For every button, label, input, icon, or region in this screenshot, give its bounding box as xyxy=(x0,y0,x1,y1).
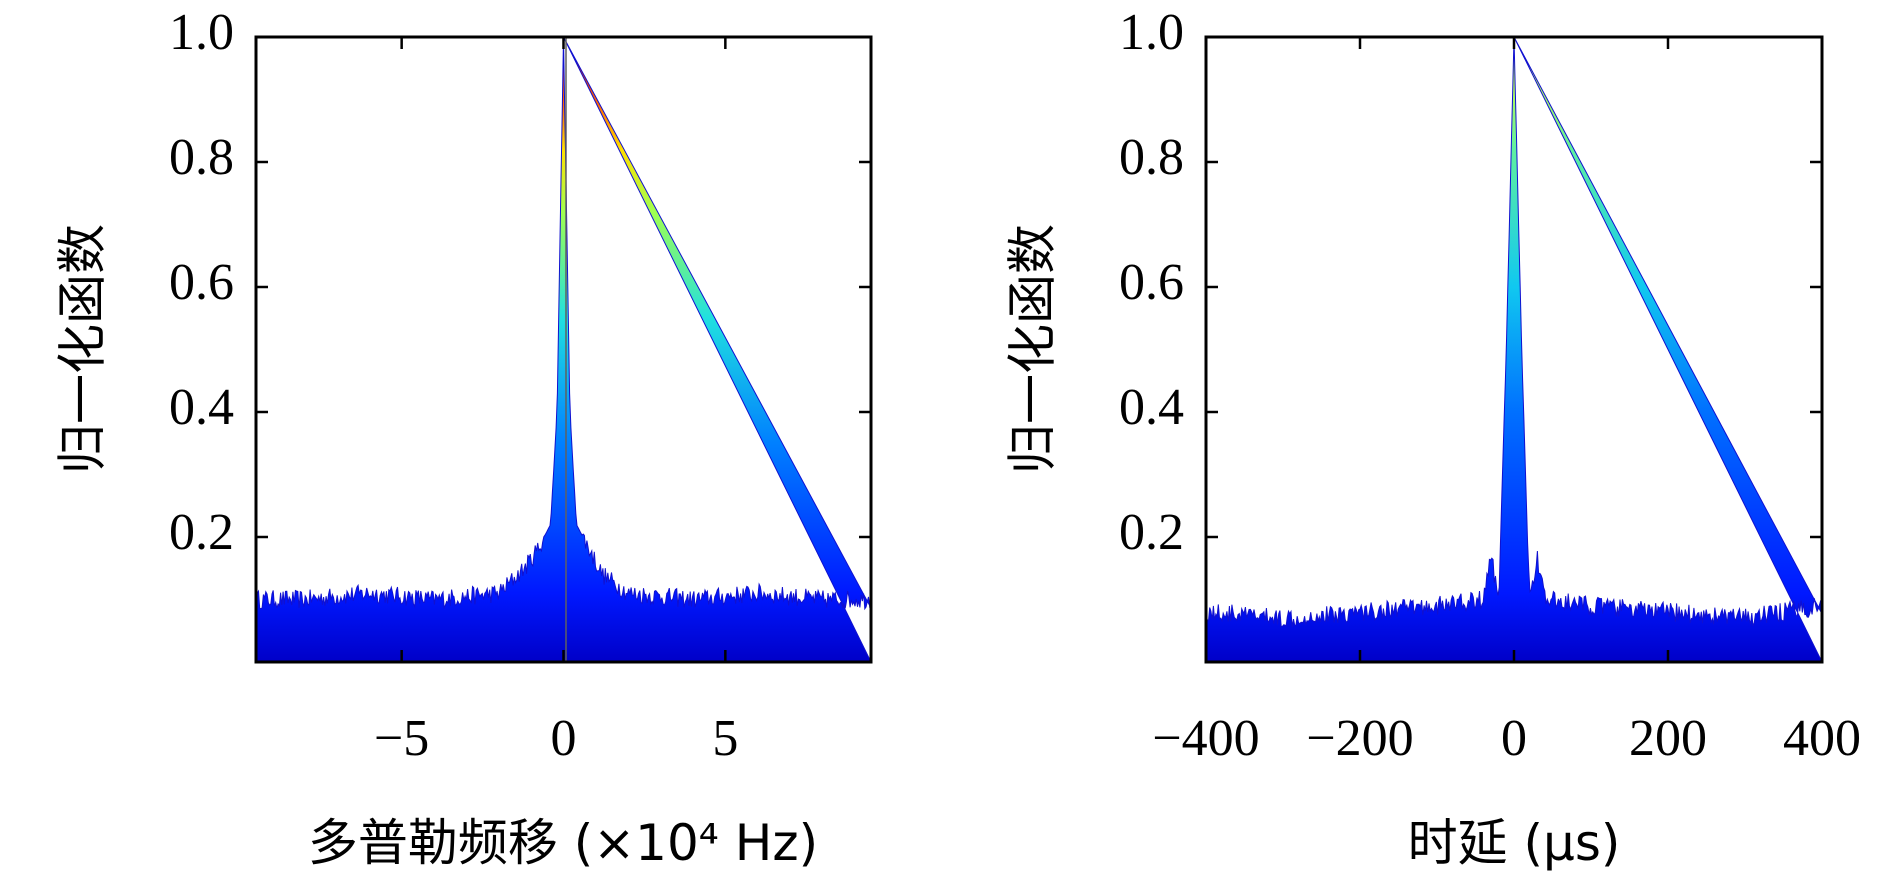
doppler-x-tick-label: 5 xyxy=(712,710,738,767)
panel-doppler: 0.2 0.4 0.6 0.8 1.0 −5 0 5 归一化函数 多普勒频移 (×10⁴ H… xyxy=(54,4,873,872)
delay-y-axis-label: 归一化函数 xyxy=(1004,224,1062,474)
delay-y-ticks: 0.2 0.4 0.6 0.8 1.0 xyxy=(1119,4,1822,561)
doppler-y-tick-label: 1.0 xyxy=(169,4,234,61)
delay-x-tick-label: −200 xyxy=(1306,710,1413,767)
panel-delay: 0.2 0.4 0.6 0.8 1.0 −400 −200 0 200 400 归一化函数 时延… xyxy=(1004,4,1862,872)
doppler-y-axis-label: 归一化函数 xyxy=(54,224,112,474)
delay-y-tick-label: 0.4 xyxy=(1119,379,1184,436)
delay-x-ticks: −400 −200 0 200 400 xyxy=(1152,37,1861,767)
doppler-y-tick-label: 0.8 xyxy=(169,129,234,186)
delay-x-tick-label: 0 xyxy=(1501,710,1527,767)
doppler-y-tick-label: 0.2 xyxy=(169,504,234,561)
delay-y-tick-label: 1.0 xyxy=(1119,4,1184,61)
doppler-x-axis-label: 多普勒频移 (×10⁴ Hz) xyxy=(308,814,818,872)
delay-ambiguity-area xyxy=(1205,36,1823,663)
doppler-x-tick-label: 0 xyxy=(551,710,577,767)
delay-y-tick-label: 0.2 xyxy=(1119,504,1184,561)
doppler-ambiguity-area xyxy=(255,36,873,663)
doppler-y-tick-label: 0.6 xyxy=(169,254,234,311)
delay-y-tick-label: 0.6 xyxy=(1119,254,1184,311)
doppler-x-tick-label: −5 xyxy=(374,710,429,767)
doppler-x-ticks: −5 0 5 xyxy=(374,37,738,767)
delay-x-tick-label: 200 xyxy=(1629,710,1707,767)
delay-x-tick-label: 400 xyxy=(1783,710,1861,767)
delay-x-tick-label: −400 xyxy=(1152,710,1259,767)
delay-x-axis-label: 时延 (μs) xyxy=(1408,814,1621,872)
doppler-y-tick-label: 0.4 xyxy=(169,379,234,436)
doppler-y-ticks: 0.2 0.4 0.6 0.8 1.0 xyxy=(169,4,871,561)
delay-y-tick-label: 0.8 xyxy=(1119,129,1184,186)
